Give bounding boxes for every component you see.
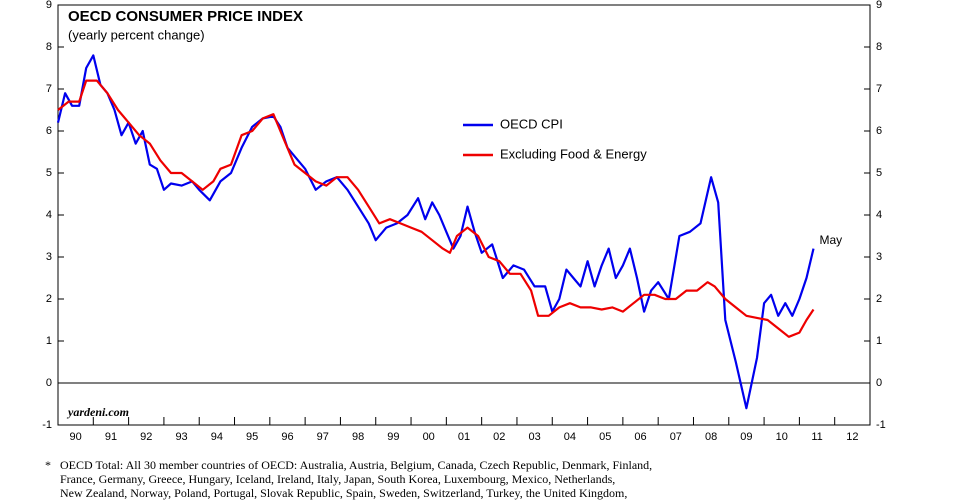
y-tick-label: 8 xyxy=(46,41,52,53)
y-tick-label: -1 xyxy=(42,419,52,431)
y2-tick-label: 9 xyxy=(876,0,882,11)
x-tick-label: 04 xyxy=(564,431,576,443)
x-tick-label: 05 xyxy=(599,431,611,443)
y2-tick-label: 5 xyxy=(876,167,882,179)
y2-tick-label: -1 xyxy=(876,419,886,431)
chart-title: OECD CONSUMER PRICE INDEX xyxy=(68,8,303,25)
footnote-line: New Zealand, Norway, Poland, Portugal, S… xyxy=(60,486,627,500)
x-tick-label: 12 xyxy=(846,431,858,443)
y2-tick-label: 1 xyxy=(876,335,882,347)
y-tick-label: 7 xyxy=(46,83,52,95)
x-tick-label: 94 xyxy=(211,431,223,443)
y2-tick-label: 8 xyxy=(876,41,882,53)
legend-label: Excluding Food & Energy xyxy=(500,146,647,161)
y-tick-label: 0 xyxy=(46,377,52,389)
footnote-line: France, Germany, Greece, Hungary, Icelan… xyxy=(60,472,615,486)
y-tick-label: 5 xyxy=(46,167,52,179)
y2-tick-label: 7 xyxy=(876,83,882,95)
x-tick-label: 08 xyxy=(705,431,717,443)
series-line xyxy=(56,54,815,410)
y-tick-label: 1 xyxy=(46,335,52,347)
x-tick-label: 98 xyxy=(352,431,364,443)
y-tick-label: 4 xyxy=(46,209,52,221)
x-tick-label: 92 xyxy=(140,431,152,443)
x-tick-label: 06 xyxy=(634,431,646,443)
footnote-line: OECD Total: All 30 member countries of O… xyxy=(60,458,652,472)
x-tick-label: 00 xyxy=(423,431,435,443)
plot-frame xyxy=(57,4,871,426)
x-tick-label: 07 xyxy=(670,431,682,443)
x-tick-label: 90 xyxy=(70,431,82,443)
x-tick-label: 03 xyxy=(528,431,540,443)
x-tick-label: 99 xyxy=(387,431,399,443)
x-tick-label: 93 xyxy=(175,431,187,443)
y-tick-label: 2 xyxy=(46,293,52,305)
x-tick-label: 10 xyxy=(776,431,788,443)
x-tick-label: 95 xyxy=(246,431,258,443)
y2-tick-label: 2 xyxy=(876,293,882,305)
y-tick-label: 6 xyxy=(46,125,52,137)
y2-tick-label: 0 xyxy=(876,377,882,389)
chart-subtitle: (yearly percent change) xyxy=(68,27,205,42)
legend-label: OECD CPI xyxy=(500,116,563,131)
y2-tick-label: 6 xyxy=(876,125,882,137)
y2-tick-label: 3 xyxy=(876,251,882,263)
x-tick-label: 11 xyxy=(811,431,822,443)
source: yardeni.com xyxy=(66,405,129,419)
y-tick-label: 9 xyxy=(46,0,52,11)
y2-tick-label: 4 xyxy=(876,209,882,221)
x-tick-label: 09 xyxy=(740,431,752,443)
x-tick-label: 96 xyxy=(281,431,293,443)
x-tick-label: 97 xyxy=(317,431,329,443)
x-tick-label: 02 xyxy=(493,431,505,443)
y-tick-label: 3 xyxy=(46,251,52,263)
x-tick-label: 01 xyxy=(458,431,470,443)
x-tick-label: 91 xyxy=(105,431,117,443)
series-line xyxy=(57,79,815,338)
footnote-marker: * xyxy=(45,458,51,472)
end-label: May xyxy=(820,233,843,247)
